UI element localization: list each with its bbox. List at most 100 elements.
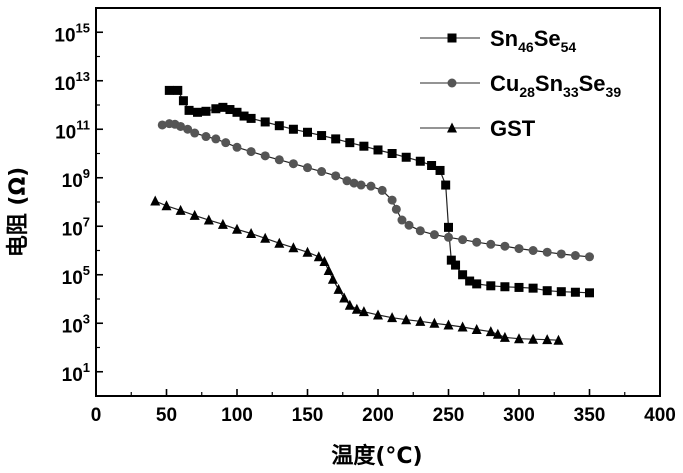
data-point (190, 129, 199, 138)
x-tick-label: 350 (574, 405, 606, 426)
x-tick-label: 250 (433, 405, 465, 426)
data-point (232, 224, 242, 234)
legend-label: Cu28Sn33Se39 (490, 71, 621, 100)
data-point (359, 142, 368, 151)
data-point (374, 145, 383, 154)
y-tick-label: 109 (62, 166, 90, 192)
data-point (247, 147, 256, 156)
data-point (448, 79, 457, 88)
data-point (179, 96, 188, 105)
data-point (331, 171, 340, 180)
y-tick-label: 1011 (55, 117, 90, 143)
data-point (458, 235, 467, 244)
legend-item: Sn46Se54 (420, 26, 576, 55)
data-point (472, 238, 481, 247)
data-point (324, 265, 334, 275)
data-point (331, 134, 340, 143)
x-axis-ticks: 0 50 100 150 200 250 300 350 400 (91, 389, 676, 426)
data-point (275, 155, 284, 164)
data-point (405, 221, 414, 230)
data-point (261, 117, 270, 126)
x-tick-label: 400 (644, 405, 676, 426)
data-point (416, 226, 425, 235)
data-point (451, 261, 460, 270)
data-point (543, 286, 552, 295)
series-line (155, 201, 558, 340)
plot-border (96, 8, 660, 396)
data-point (529, 284, 538, 293)
data-point (557, 249, 566, 258)
data-point (500, 282, 509, 291)
data-point (317, 131, 326, 140)
data-point (162, 200, 172, 210)
data-point (201, 132, 210, 141)
data-point (345, 138, 354, 147)
data-point (472, 279, 481, 288)
data-point (275, 121, 284, 130)
legend-label: GST (490, 116, 536, 141)
data-point (500, 242, 509, 251)
data-point (427, 161, 436, 170)
data-point (274, 238, 284, 248)
data-point (314, 251, 324, 261)
data-point (388, 196, 397, 205)
data-point (515, 283, 524, 292)
data-point (317, 167, 326, 176)
data-point (201, 107, 210, 116)
data-point (486, 281, 495, 290)
data-point (378, 186, 387, 195)
data-point (190, 210, 200, 220)
x-tick-label: 50 (156, 405, 177, 426)
y-tick-label: 101 (62, 360, 90, 386)
data-point (557, 287, 566, 296)
y-tick-label: 103 (62, 311, 90, 337)
data-point (334, 284, 344, 294)
data-point (176, 205, 186, 215)
legend-label: Sn46Se54 (490, 26, 576, 55)
data-point (221, 138, 230, 147)
y-tick-label: 1015 (54, 20, 90, 46)
legend-item: GST (420, 116, 536, 141)
legend-item: Cu28Sn33Se39 (420, 71, 621, 100)
x-tick-label: 200 (362, 405, 394, 426)
data-point (388, 149, 397, 158)
data-point (416, 157, 425, 166)
plot-frame (96, 8, 660, 396)
data-point (585, 288, 594, 297)
data-point (150, 195, 160, 205)
data-point (402, 153, 411, 162)
data-point (303, 163, 312, 172)
data-point (289, 125, 298, 134)
data-point (328, 274, 338, 284)
data-point (288, 242, 298, 252)
data-point (366, 182, 375, 191)
data-point (260, 233, 270, 243)
data-point (430, 230, 439, 239)
chart: 0 50 100 150 200 250 300 350 400 101 103 105 107 109… (0, 0, 683, 473)
series-gst (150, 195, 563, 344)
data-point (585, 252, 594, 261)
x-tick-label: 0 (91, 405, 102, 426)
legend: Sn46Se54 Cu28Sn33Se39 GST (420, 26, 621, 141)
x-tick-label: 150 (292, 405, 324, 426)
data-point (529, 246, 538, 255)
x-tick-label: 300 (503, 405, 535, 426)
y-tick-label: 105 (62, 263, 90, 289)
y-tick-label: 1013 (54, 69, 90, 95)
data-point (357, 181, 366, 190)
data-point (444, 223, 453, 232)
data-point (392, 205, 401, 214)
x-tick-label: 100 (221, 405, 253, 426)
data-point (165, 86, 174, 95)
y-tick-label: 107 (62, 214, 90, 240)
data-point (436, 166, 445, 175)
data-point (571, 251, 580, 260)
data-point (444, 233, 453, 242)
x-axis-title: 温度(°C) (331, 443, 422, 469)
data-point (211, 134, 220, 143)
data-point (486, 240, 495, 249)
data-point (173, 86, 182, 95)
data-point (193, 108, 202, 117)
data-point (289, 159, 298, 168)
data-point (339, 292, 349, 302)
